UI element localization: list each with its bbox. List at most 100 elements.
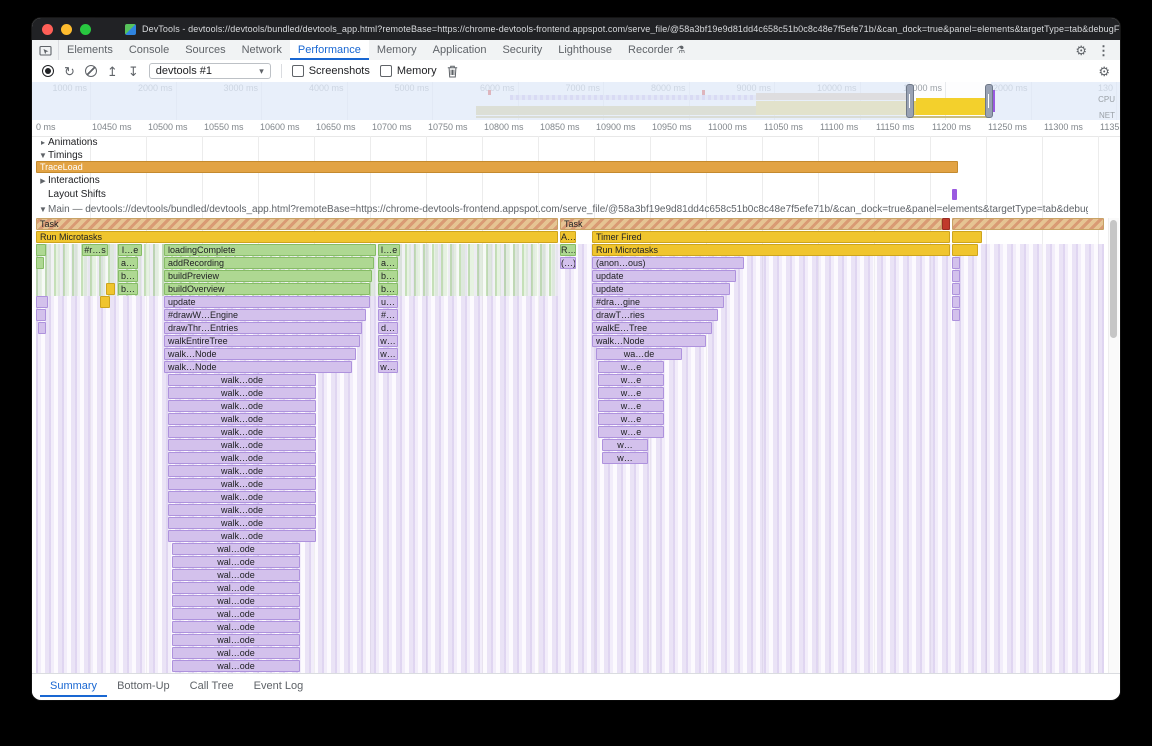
detail-tab-bottom-up[interactable]: Bottom-Up bbox=[117, 679, 170, 692]
flame-bar-walk-node[interactable]: walk…Node bbox=[164, 361, 352, 373]
detail-tab-call-tree[interactable]: Call Tree bbox=[189, 679, 234, 692]
flame-bar-wal-ode[interactable]: wal…ode bbox=[172, 608, 300, 620]
flame-bar-i-e[interactable]: I…e bbox=[378, 244, 400, 256]
flame-bar-walk-ode[interactable]: walk…ode bbox=[168, 465, 316, 477]
flame-bar-update[interactable]: update bbox=[164, 296, 370, 308]
flame-bar-walk-node[interactable]: walk…Node bbox=[592, 335, 706, 347]
tab-sources[interactable]: Sources bbox=[177, 40, 233, 60]
flame-chart[interactable]: Task Task Run Microtasks A… Timer Fired #r…s I… bbox=[36, 218, 1104, 673]
flame-bar-w-e[interactable]: w…e bbox=[598, 400, 664, 412]
flame-bar-d[interactable]: d… bbox=[378, 322, 398, 334]
flame-bar[interactable] bbox=[36, 296, 48, 308]
track-main[interactable]: ▼ Main — devtools://devtools/bundled/dev… bbox=[32, 202, 1120, 217]
flame-bar-b[interactable]: b… bbox=[378, 283, 398, 295]
flame-bar-task[interactable]: Task bbox=[36, 218, 558, 230]
settings-gear-icon[interactable]: ⚙ bbox=[1075, 42, 1087, 58]
expanded-arrow-icon[interactable]: ▼ bbox=[39, 205, 47, 214]
memory-checkbox-row[interactable]: Memory bbox=[379, 65, 437, 77]
traceload-bar[interactable]: TraceLoad bbox=[36, 161, 958, 173]
flame-bar-r-s[interactable]: #r…s bbox=[82, 244, 108, 256]
flame-bar-walkentiretree[interactable]: walkEntireTree bbox=[164, 335, 360, 347]
reload-and-record-icon[interactable]: ↻ bbox=[64, 63, 75, 79]
flame-bar-run-microtasks[interactable]: Run Microtasks bbox=[592, 244, 950, 256]
flame-bar-walk-ode[interactable]: walk…ode bbox=[168, 491, 316, 503]
track-interactions[interactable]: ▶ Interactions bbox=[32, 174, 1120, 187]
flame-bar[interactable] bbox=[952, 244, 978, 256]
flame-bar-walk-ode[interactable]: walk…ode bbox=[168, 517, 316, 529]
flame-bar-wa-de[interactable]: wa…de bbox=[596, 348, 682, 360]
flame-bar-dra-gine[interactable]: #dra…gine bbox=[592, 296, 724, 308]
close-window-button[interactable] bbox=[42, 23, 53, 35]
selection-left-handle[interactable] bbox=[906, 84, 914, 118]
flame-bar[interactable] bbox=[36, 244, 46, 256]
load-profile-icon[interactable]: ↥ bbox=[106, 63, 118, 79]
flame-bar-wal-ode[interactable]: wal…ode bbox=[172, 569, 300, 581]
vertical-scrollbar[interactable] bbox=[1108, 218, 1119, 673]
flame-bar-walk-ode[interactable]: walk…ode bbox=[168, 530, 316, 542]
collapsed-arrow-icon[interactable]: ▸ bbox=[40, 138, 45, 147]
detail-ruler[interactable]: 0 ms 10450 ms 10500 ms 10550 ms 10600 ms 1065… bbox=[32, 120, 1120, 137]
flame-bar-a[interactable]: A… bbox=[560, 231, 576, 243]
flame-bar-wal-ode[interactable]: wal…ode bbox=[172, 634, 300, 646]
tab-recorder[interactable]: Recorder ⚗ bbox=[620, 40, 693, 60]
tab-network[interactable]: Network bbox=[234, 40, 290, 60]
track-layout-shifts[interactable]: Layout Shifts bbox=[32, 188, 1120, 201]
selection-right-handle[interactable] bbox=[985, 84, 993, 118]
record-button[interactable] bbox=[42, 65, 54, 77]
layout-shift-marker[interactable] bbox=[952, 189, 957, 200]
detail-tab-summary[interactable]: Summary bbox=[40, 674, 107, 697]
profile-select[interactable]: devtools #1 ▾ bbox=[148, 63, 271, 79]
flame-bar-w[interactable]: w… bbox=[602, 439, 648, 451]
flame-bar-a[interactable]: a… bbox=[378, 257, 398, 269]
flame-bar-w[interactable]: w… bbox=[378, 361, 398, 373]
flame-bar-u[interactable]: u… bbox=[378, 296, 398, 308]
flame-bar-walke-tree[interactable]: walkE…Tree bbox=[592, 322, 712, 334]
flame-bar-wal-ode[interactable]: wal…ode bbox=[172, 543, 300, 555]
tab-elements[interactable]: Elements bbox=[59, 40, 121, 60]
flame-bar[interactable] bbox=[952, 257, 960, 269]
flame-bar-walk-ode[interactable]: walk…ode bbox=[168, 504, 316, 516]
flame-bar-i-e[interactable]: I…e bbox=[118, 244, 142, 256]
screenshots-checkbox-row[interactable]: Screenshots bbox=[291, 65, 370, 77]
flame-bar-walk-ode[interactable]: walk…ode bbox=[168, 413, 316, 425]
inspect-element-button[interactable] bbox=[32, 40, 59, 60]
flame-bar[interactable] bbox=[942, 218, 950, 230]
flame-bar-wal-ode[interactable]: wal…ode bbox=[172, 556, 300, 568]
flame-bar-task[interactable]: Task bbox=[560, 218, 942, 230]
flame-bar-walk-ode[interactable]: walk…ode bbox=[168, 439, 316, 451]
flame-bar-[interactable]: (…) bbox=[560, 257, 576, 269]
flame-bar-w-e[interactable]: w…e bbox=[598, 426, 664, 438]
tab-lighthouse[interactable]: Lighthouse bbox=[550, 40, 620, 60]
flame-bar-w[interactable]: w… bbox=[378, 348, 398, 360]
flame-bar-walk-node[interactable]: walk…Node bbox=[164, 348, 356, 360]
flame-bar-w-e[interactable]: w…e bbox=[598, 387, 664, 399]
flame-bar-[interactable]: #… bbox=[378, 309, 398, 321]
timeline-overview[interactable]: 1000 ms2000 ms3000 ms4000 ms5000 ms6000 … bbox=[32, 82, 1120, 121]
more-options-icon[interactable]: ⋮ bbox=[1097, 42, 1110, 58]
flame-bar-addrecording[interactable]: addRecording bbox=[164, 257, 374, 269]
flame-bar-wal-ode[interactable]: wal…ode bbox=[172, 647, 300, 659]
flame-bar-wal-ode[interactable]: wal…ode bbox=[172, 660, 300, 672]
expanded-arrow-icon[interactable]: ▼ bbox=[39, 150, 47, 160]
flame-bar-w-e[interactable]: w…e bbox=[598, 413, 664, 425]
flame-bar-drawthr-entries[interactable]: drawThr…Entries bbox=[164, 322, 362, 334]
flame-bar-draww-engine[interactable]: #drawW…Engine bbox=[164, 309, 366, 321]
flame-bar-run-microtasks[interactable]: Run Microtasks bbox=[36, 231, 558, 243]
capture-settings-gear-icon[interactable]: ⚙ bbox=[1098, 63, 1110, 79]
flame-bar-wal-ode[interactable]: wal…ode bbox=[172, 595, 300, 607]
flame-bar-drawt-ries[interactable]: drawT…ries bbox=[592, 309, 718, 321]
flame-bar-walk-ode[interactable]: walk…ode bbox=[168, 374, 316, 386]
flame-bar-timer-fired[interactable]: Timer Fired bbox=[592, 231, 950, 243]
trash-icon[interactable] bbox=[447, 65, 458, 78]
flame-bar-b[interactable]: b… bbox=[118, 270, 138, 282]
tab-performance[interactable]: Performance bbox=[289, 40, 369, 60]
flame-bar[interactable] bbox=[100, 296, 110, 308]
flame-bar-anon-ous[interactable]: (anon…ous) bbox=[592, 257, 744, 269]
flame-bar[interactable] bbox=[952, 296, 960, 308]
flame-bar-buildpreview[interactable]: buildPreview bbox=[164, 270, 372, 282]
tab-memory[interactable]: Memory bbox=[369, 40, 425, 60]
flame-bar-walk-ode[interactable]: walk…ode bbox=[168, 426, 316, 438]
flame-bar-w[interactable]: w… bbox=[602, 452, 648, 464]
flame-bar-walk-ode[interactable]: walk…ode bbox=[168, 452, 316, 464]
flame-bar-r[interactable]: R… bbox=[560, 244, 576, 256]
